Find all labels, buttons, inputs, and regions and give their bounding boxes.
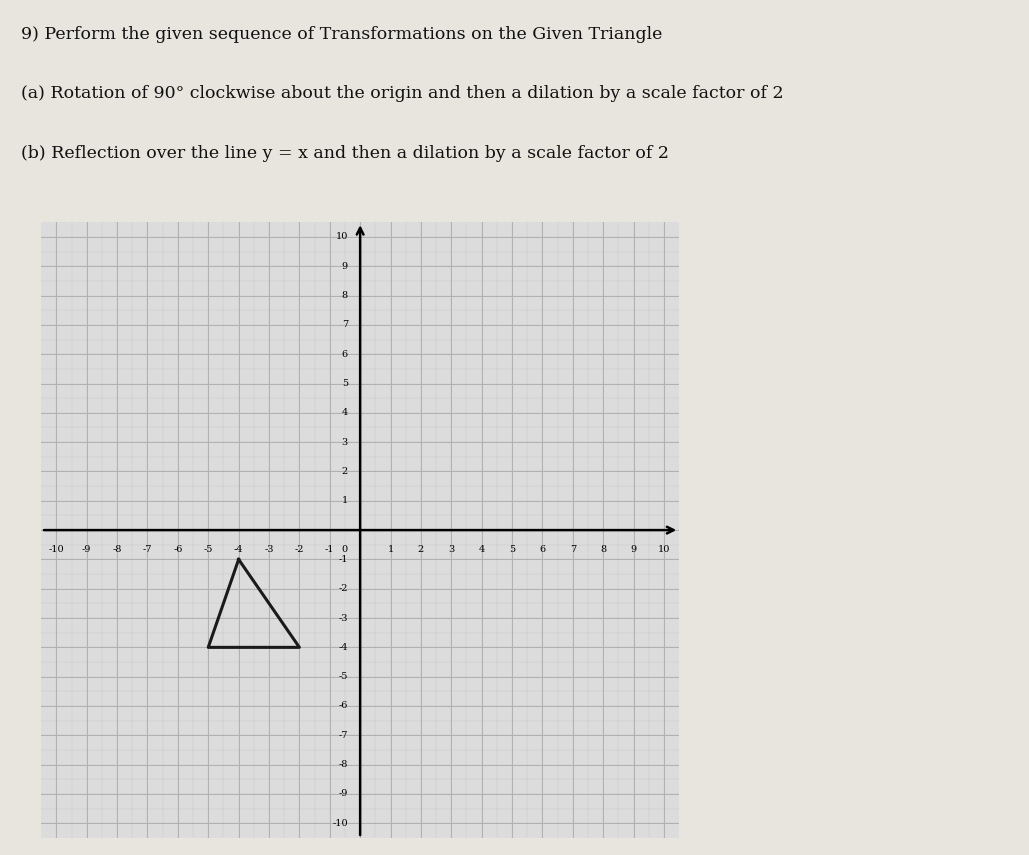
Text: -5: -5 (204, 545, 213, 554)
Text: 6: 6 (342, 350, 348, 359)
Text: -8: -8 (112, 545, 121, 554)
Text: 4: 4 (342, 409, 348, 417)
Text: 6: 6 (539, 545, 545, 554)
Text: 8: 8 (342, 291, 348, 300)
Text: 3: 3 (449, 545, 455, 554)
Text: 1: 1 (342, 496, 348, 505)
Text: -3: -3 (339, 614, 348, 622)
Text: 1: 1 (387, 545, 394, 554)
Text: -10: -10 (48, 545, 64, 554)
Text: 10: 10 (335, 233, 348, 241)
Text: -6: -6 (339, 701, 348, 711)
Text: 2: 2 (418, 545, 424, 554)
Text: 3: 3 (342, 438, 348, 446)
Text: (a) Rotation of 90° clockwise about the origin and then a dilation by a scale fa: (a) Rotation of 90° clockwise about the … (21, 86, 783, 103)
Text: 4: 4 (478, 545, 485, 554)
Text: -2: -2 (294, 545, 305, 554)
Text: 5: 5 (342, 379, 348, 388)
Text: 9) Perform the given sequence of Transformations on the Given Triangle: 9) Perform the given sequence of Transfo… (21, 26, 662, 43)
Text: 7: 7 (342, 321, 348, 329)
Text: -7: -7 (143, 545, 152, 554)
Text: -2: -2 (339, 584, 348, 593)
Text: -6: -6 (173, 545, 182, 554)
Text: 0: 0 (342, 545, 348, 554)
Text: (b) Reflection over the line y = x and then a dilation by a scale factor of 2: (b) Reflection over the line y = x and t… (21, 145, 669, 162)
Text: -9: -9 (82, 545, 92, 554)
Text: -7: -7 (339, 731, 348, 740)
Text: 8: 8 (600, 545, 606, 554)
Text: -8: -8 (339, 760, 348, 770)
Text: -5: -5 (339, 672, 348, 681)
Text: -10: -10 (332, 819, 348, 828)
Text: -1: -1 (325, 545, 334, 554)
Text: -3: -3 (264, 545, 274, 554)
Text: 5: 5 (509, 545, 516, 554)
Text: -4: -4 (234, 545, 244, 554)
Text: -9: -9 (339, 789, 348, 799)
Text: 2: 2 (342, 467, 348, 476)
Text: -1: -1 (339, 555, 348, 564)
Text: 7: 7 (570, 545, 576, 554)
Text: 9: 9 (631, 545, 637, 554)
Text: 10: 10 (658, 545, 670, 554)
Text: 9: 9 (342, 262, 348, 271)
Text: -4: -4 (339, 643, 348, 652)
